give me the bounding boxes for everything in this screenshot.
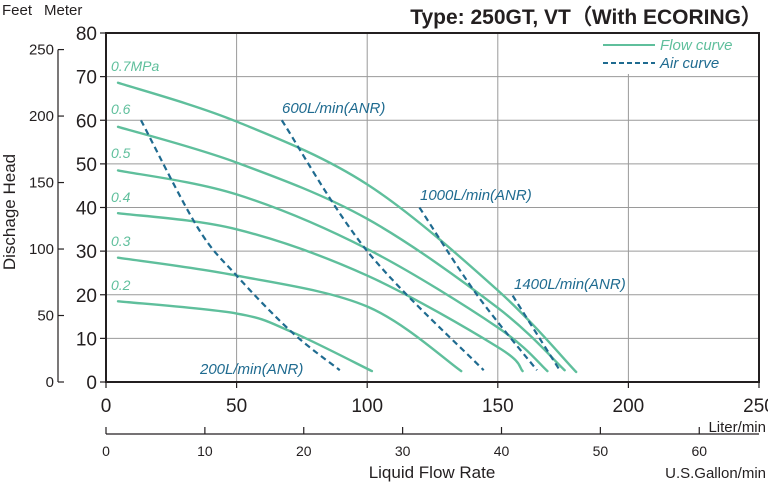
feet-tick-label: 0 <box>46 374 54 391</box>
flow-curve-label: 0.5 <box>111 145 131 161</box>
y-tick-label: 30 <box>76 242 97 263</box>
gallon-tick-label: 10 <box>197 443 213 459</box>
gallon-tick-label: 20 <box>296 443 312 459</box>
air-curve <box>280 119 485 371</box>
legend-flow-label: Flow curve <box>660 37 733 54</box>
axes: 0501001502002500102030405060708005010015… <box>29 24 768 459</box>
x-tick-label: 200 <box>613 396 645 417</box>
flow-curve <box>116 300 374 373</box>
x-tick-label: 100 <box>351 396 383 417</box>
gallon-tick-label: 0 <box>102 443 110 459</box>
grid <box>106 33 759 382</box>
y-tick-label: 40 <box>76 199 97 220</box>
x-tick-label: 50 <box>226 396 247 417</box>
x-tick-label: 150 <box>482 396 514 417</box>
flow-curve-label: 0.3 <box>111 233 131 249</box>
x-tick-label: 0 <box>101 396 112 417</box>
meter-unit-label: Meter <box>44 2 82 19</box>
feet-tick-label: 100 <box>29 241 54 258</box>
feet-tick-label: 50 <box>37 308 54 325</box>
legend-air-label: Air curve <box>659 55 719 72</box>
feet-tick-label: 250 <box>29 42 54 59</box>
air-curve <box>140 119 341 372</box>
curves <box>116 81 578 374</box>
x-unit-liter-label: Liter/min <box>708 419 766 436</box>
gallon-tick-label: 30 <box>395 443 411 459</box>
flow-curve <box>116 81 578 374</box>
y-tick-label: 80 <box>76 24 97 45</box>
y-tick-label: 70 <box>76 68 97 89</box>
x-tick-label: 250 <box>743 396 768 417</box>
chart-title: Type: 250GT, VT（With ECORING） <box>410 5 762 29</box>
x-unit-gallon-label: U.S.Gallon/min <box>665 465 766 482</box>
flow-curve-label: 0.7MPa <box>111 58 159 74</box>
air-curve-label: 1400L/min(ANR) <box>514 276 626 293</box>
air-curve <box>418 206 538 371</box>
air-curve-label: 600L/min(ANR) <box>282 100 385 117</box>
flow-curve <box>116 125 566 372</box>
y-tick-label: 10 <box>76 329 97 350</box>
y-axis-label: Dischage Head <box>0 154 19 270</box>
air-curve-label: 200L/min(ANR) <box>199 361 303 378</box>
plot-frame <box>105 32 760 383</box>
y-tick-label: 20 <box>76 286 97 307</box>
gallon-tick-label: 60 <box>691 443 707 459</box>
air-curve <box>511 295 561 371</box>
flow-curve <box>116 256 463 373</box>
y-tick-label: 0 <box>86 373 97 394</box>
flow-curve <box>116 211 524 373</box>
feet-tick-label: 200 <box>29 108 54 125</box>
feet-tick-label: 150 <box>29 175 54 192</box>
flow-curve-label: 0.4 <box>111 189 131 205</box>
flow-curve-label: 0.6 <box>111 101 131 117</box>
feet-unit-label: Feet <box>2 2 33 19</box>
flow-curve-label: 0.2 <box>111 277 131 293</box>
legend: Flow curve Air curve <box>603 37 733 72</box>
gallon-tick-label: 40 <box>494 443 510 459</box>
air-curve-label: 1000L/min(ANR) <box>420 187 532 204</box>
y-tick-label: 60 <box>76 111 97 132</box>
gallon-tick-label: 50 <box>593 443 609 459</box>
x-axis-label: Liquid Flow Rate <box>369 463 496 482</box>
y-tick-label: 50 <box>76 155 97 176</box>
legend-background <box>598 34 758 74</box>
